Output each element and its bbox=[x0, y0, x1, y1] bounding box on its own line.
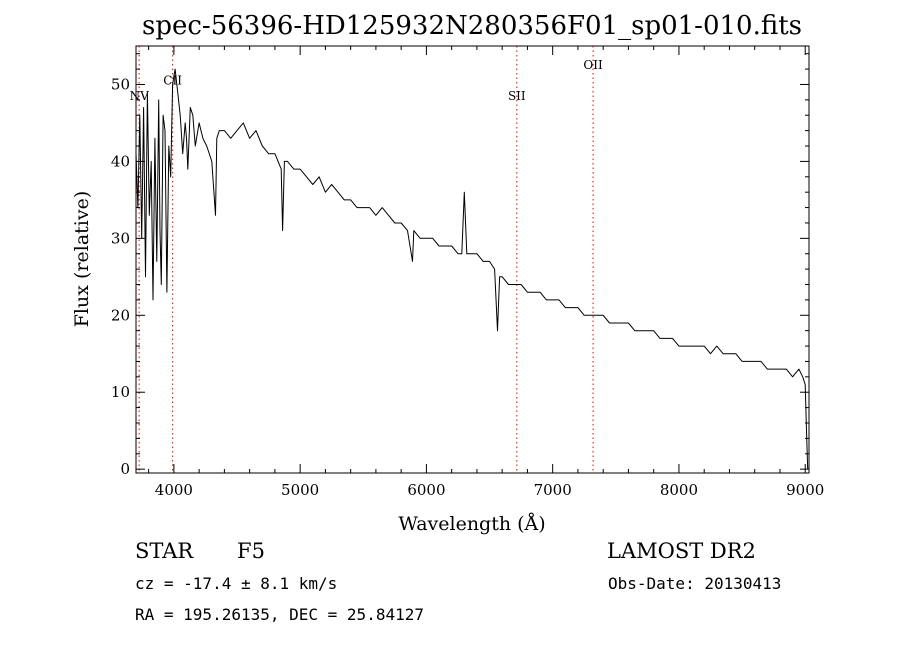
plot-frame bbox=[135, 45, 810, 474]
line-marker-label: CII bbox=[163, 73, 182, 87]
y-tick-label: 0 bbox=[120, 460, 130, 478]
x-tick-label: 4000 bbox=[155, 481, 193, 499]
x-tick-label: 8000 bbox=[660, 481, 698, 499]
x-tick-label: 7000 bbox=[534, 481, 572, 499]
line-markers: NV CII SII OII bbox=[130, 46, 603, 473]
survey-name: LAMOST DR2 bbox=[607, 539, 756, 563]
y-axis-label: Flux (relative) bbox=[71, 191, 93, 328]
object-class: STAR bbox=[135, 539, 194, 563]
y-tick-label: 50 bbox=[111, 75, 130, 93]
y-tick-label: 30 bbox=[111, 229, 130, 247]
spectrum-line bbox=[135, 68, 809, 470]
x-tick-label: 5000 bbox=[281, 481, 319, 499]
x-tick-label: 6000 bbox=[407, 481, 445, 499]
y-tick-label: 40 bbox=[111, 152, 130, 170]
redshift-cz: cz = -17.4 ± 8.1 km/s bbox=[135, 574, 337, 593]
y-tick-label: 10 bbox=[111, 383, 130, 401]
line-marker-label: SII bbox=[508, 89, 526, 103]
x-axis: 4000 5000 6000 7000 8000 9000 bbox=[148, 46, 824, 499]
spectrum-series bbox=[135, 68, 809, 470]
observation-date: Obs-Date: 20130413 bbox=[608, 574, 781, 593]
object-subclass: F5 bbox=[237, 539, 265, 563]
info-panel: STAR F5 LAMOST DR2 cz = -17.4 ± 8.1 km/s… bbox=[135, 539, 781, 624]
y-tick-label: 20 bbox=[111, 306, 130, 324]
line-marker-label: NV bbox=[130, 89, 150, 103]
coordinates: RA = 195.26135, DEC = 25.84127 bbox=[135, 605, 424, 624]
chart-title: spec-56396-HD125932N280356F01_sp01-010.f… bbox=[142, 11, 802, 41]
x-axis-label: Wavelength (Å) bbox=[398, 513, 545, 535]
x-tick-label: 9000 bbox=[786, 481, 824, 499]
y-axis: 0 10 20 30 40 50 bbox=[111, 53, 809, 478]
line-marker-label: OII bbox=[583, 58, 603, 72]
